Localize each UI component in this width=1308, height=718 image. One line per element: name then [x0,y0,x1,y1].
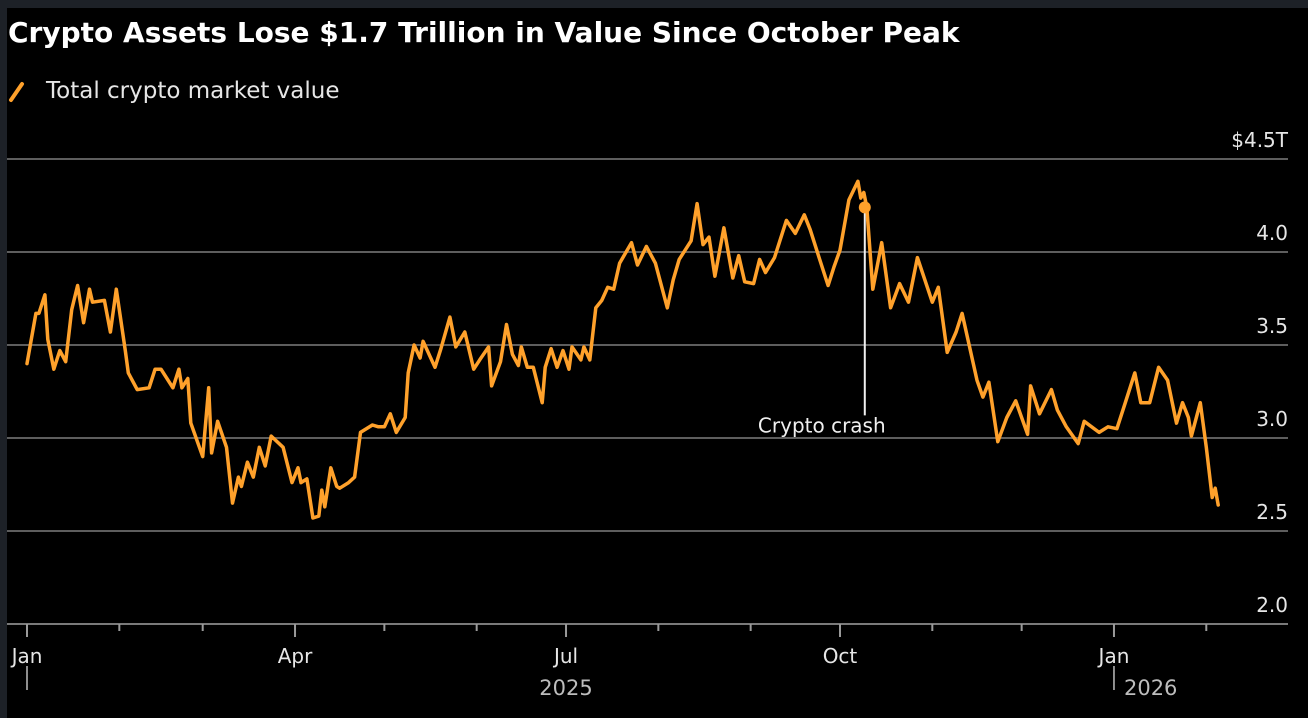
y-tick-label: 2.0 [1256,593,1288,617]
y-tick-label: 2.5 [1256,500,1288,524]
year-label: 2025 [539,676,592,700]
x-tick-label: Jan [1097,644,1130,668]
y-tick-label: 4.0 [1256,221,1288,245]
annotation-label: Crypto crash [758,413,886,437]
legend-label: Total crypto market value [45,78,340,104]
x-tick-label: Oct [823,644,858,668]
y-tick-label: 3.0 [1256,407,1288,431]
y-tick-label: 3.5 [1256,314,1288,338]
year-label: 2026 [1124,676,1177,700]
chart-background [7,8,1308,718]
series-line [25,179,1220,520]
x-tick-label: Jul [552,644,578,668]
x-tick-label: Apr [278,644,313,668]
x-tick-label: Jan [10,644,43,668]
chart-title: Crypto Assets Lose $1.7 Trillion in Valu… [8,16,961,49]
legend: Total crypto market value [9,78,340,104]
y-tick-label: $4.5T [1231,128,1289,152]
legend-swatch-icon [9,82,24,102]
